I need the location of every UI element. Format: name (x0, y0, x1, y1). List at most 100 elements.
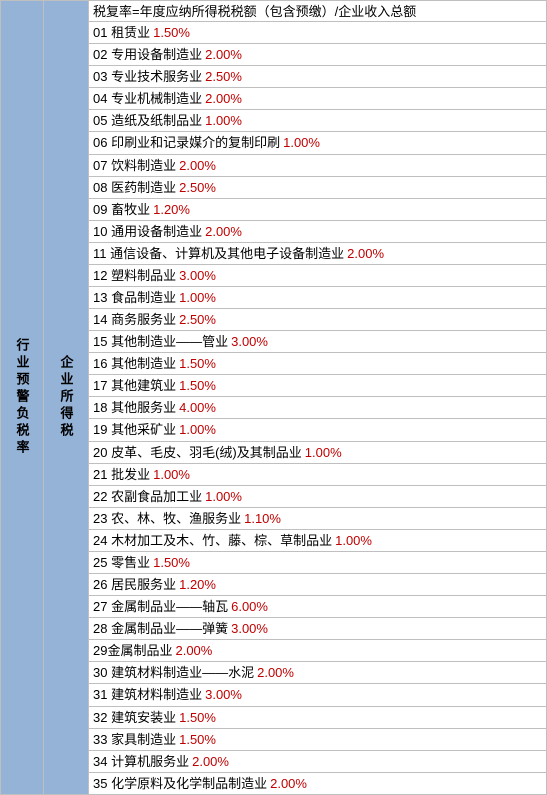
row-label: 造纸及纸制品业 (111, 113, 202, 128)
row-rate: 2.00% (347, 246, 384, 261)
row-label: 其他制造业 (111, 356, 176, 371)
left-header-cell: 行业预警负税率 (0, 0, 44, 795)
row-rate: 3.00% (231, 334, 268, 349)
row-rate: 2.50% (179, 312, 216, 327)
row-rate: 2.00% (175, 643, 212, 658)
table-row: 35 化学原料及化学制品制造业2.00% (88, 773, 547, 795)
row-number: 05 (93, 113, 107, 128)
table-row: 10 通用设备制造业2.00% (88, 221, 547, 243)
row-rate: 4.00% (179, 400, 216, 415)
row-rate: 1.50% (179, 356, 216, 371)
row-label: 医药制造业 (111, 180, 176, 195)
table-row: 12 塑料制品业3.00% (88, 265, 547, 287)
row-rate: 1.50% (179, 378, 216, 393)
row-number: 34 (93, 754, 107, 769)
row-number: 17 (93, 378, 107, 393)
row-rate: 1.20% (153, 202, 190, 217)
formula-text: 税复率=年度应纳所得税税额（包含预缴）/企业收入总额 (93, 4, 416, 19)
table-row: 04 专业机械制造业2.00% (88, 88, 547, 110)
row-number: 22 (93, 489, 107, 504)
row-rate: 1.00% (205, 489, 242, 504)
row-number: 08 (93, 180, 107, 195)
left-header-text: 行业预警负税率 (13, 338, 32, 457)
table-row: 27 金属制品业——轴瓦6.00% (88, 596, 547, 618)
table-row: 34 计算机服务业2.00% (88, 751, 547, 773)
row-rate: 1.00% (179, 290, 216, 305)
table-row: 02 专用设备制造业2.00% (88, 44, 547, 66)
row-label: 计算机服务业 (111, 754, 189, 769)
row-rate: 3.00% (179, 268, 216, 283)
row-number: 11 (93, 246, 107, 261)
row-label: 建筑材料制造业——水泥 (111, 665, 254, 680)
row-rate: 2.00% (205, 47, 242, 62)
row-rate: 1.00% (153, 467, 190, 482)
data-column: 税复率=年度应纳所得税税额（包含预缴）/企业收入总额 01 租赁业1.50%02… (88, 0, 547, 795)
row-rate: 1.00% (305, 445, 342, 460)
row-label: 皮革、毛皮、羽毛(绒)及其制品业 (111, 445, 302, 460)
row-label: 农、林、牧、渔服务业 (111, 511, 241, 526)
row-number: 03 (93, 69, 107, 84)
row-number: 23 (93, 511, 107, 526)
row-label: 化学原料及化学制品制造业 (111, 776, 267, 791)
row-label: 商务服务业 (111, 312, 176, 327)
row-rate: 1.10% (244, 511, 281, 526)
table-row: 22 农副食品加工业1.00% (88, 486, 547, 508)
row-number: 14 (93, 312, 107, 327)
row-number: 20 (93, 445, 107, 460)
table-row: 03 专业技术服务业2.50% (88, 66, 547, 88)
table-row: 23 农、林、牧、渔服务业1.10% (88, 508, 547, 530)
table-row: 13 食品制造业1.00% (88, 287, 547, 309)
row-label: 畜牧业 (111, 202, 150, 217)
row-label: 金属制品业——轴瓦 (111, 599, 228, 614)
row-number: 12 (93, 268, 107, 283)
table-row: 32 建筑安装业1.50% (88, 707, 547, 729)
table-row: 31 建筑材料制造业3.00% (88, 684, 547, 706)
table-row: 09 畜牧业1.20% (88, 199, 547, 221)
row-number: 26 (93, 577, 107, 592)
table-row: 29金属制品业2.00% (88, 640, 547, 662)
row-label: 专业技术服务业 (111, 69, 202, 84)
table-row: 30 建筑材料制造业——水泥2.00% (88, 662, 547, 684)
row-label: 农副食品加工业 (111, 489, 202, 504)
row-label: 其他建筑业 (111, 378, 176, 393)
table-row: 17 其他建筑业1.50% (88, 375, 547, 397)
table-row: 07 饮料制造业2.00% (88, 155, 547, 177)
row-label: 金属制品业 (107, 643, 172, 658)
table-row: 33 家具制造业1.50% (88, 729, 547, 751)
row-number: 33 (93, 732, 107, 747)
table-row: 06 印刷业和记录媒介的复制印刷1.00% (88, 132, 547, 154)
row-number: 28 (93, 621, 107, 636)
mid-header-text: 企业所得税 (57, 355, 76, 440)
table-row: 14 商务服务业2.50% (88, 309, 547, 331)
row-number: 15 (93, 334, 107, 349)
row-number: 04 (93, 91, 107, 106)
table-row: 26 居民服务业1.20% (88, 574, 547, 596)
row-label: 专用设备制造业 (111, 47, 202, 62)
row-label: 其他采矿业 (111, 422, 176, 437)
row-rate: 1.50% (179, 732, 216, 747)
table-row: 25 零售业1.50% (88, 552, 547, 574)
row-rate: 1.50% (153, 555, 190, 570)
row-label: 印刷业和记录媒介的复制印刷 (111, 135, 280, 150)
row-rate: 1.50% (179, 710, 216, 725)
row-rate: 2.00% (205, 224, 242, 239)
table-row: 05 造纸及纸制品业1.00% (88, 110, 547, 132)
row-number: 18 (93, 400, 107, 415)
row-number: 30 (93, 665, 107, 680)
tax-rate-table: 行业预警负税率 企业所得税 税复率=年度应纳所得税税额（包含预缴）/企业收入总额… (0, 0, 547, 795)
row-number: 16 (93, 356, 107, 371)
row-rate: 1.00% (283, 135, 320, 150)
row-label: 专业机械制造业 (111, 91, 202, 106)
row-rate: 3.00% (205, 687, 242, 702)
row-label: 家具制造业 (111, 732, 176, 747)
row-rate: 1.00% (179, 422, 216, 437)
table-row: 20 皮革、毛皮、羽毛(绒)及其制品业1.00% (88, 442, 547, 464)
row-rate: 2.00% (205, 91, 242, 106)
row-label: 批发业 (111, 467, 150, 482)
row-rate: 1.20% (179, 577, 216, 592)
row-rate: 6.00% (231, 599, 268, 614)
row-number: 21 (93, 467, 107, 482)
row-number: 13 (93, 290, 107, 305)
row-rate: 1.00% (205, 113, 242, 128)
row-rate: 2.00% (192, 754, 229, 769)
